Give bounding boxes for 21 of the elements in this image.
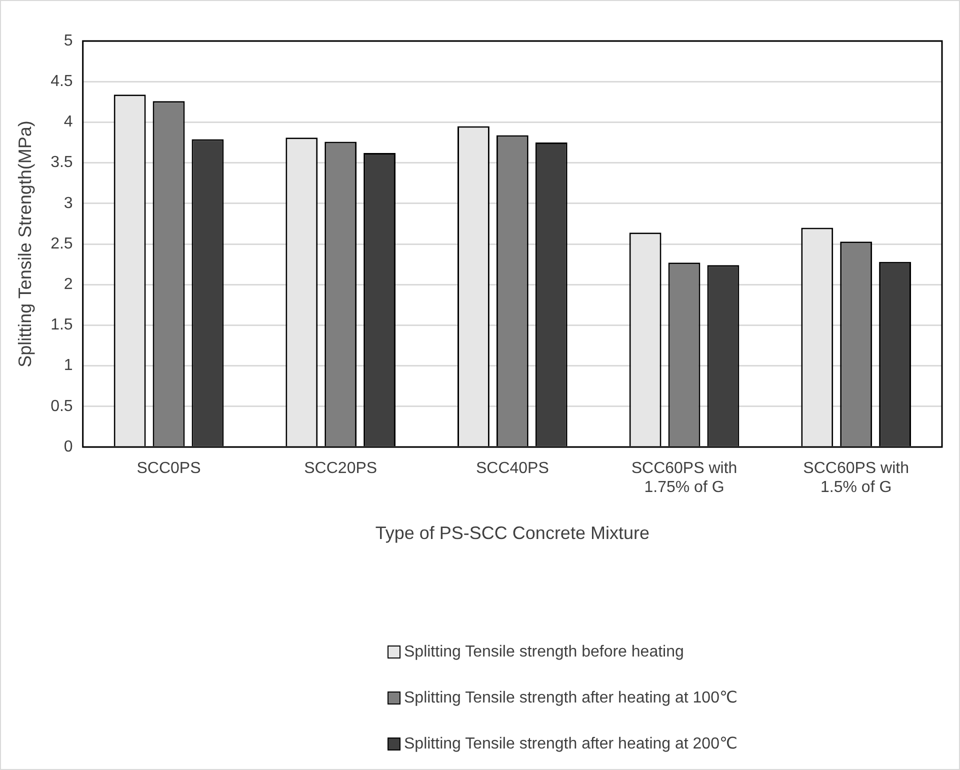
y-tick-label: 3.5 — [50, 154, 73, 172]
y-tick-label: 5 — [64, 32, 73, 50]
y-tick-label: 0.5 — [50, 398, 73, 415]
y-tick-label: 4.5 — [50, 73, 73, 90]
y-tick-label: 2.5 — [50, 235, 73, 252]
x-tick-label: SCC0PS — [136, 460, 201, 478]
y-tick-label: 3 — [64, 194, 73, 212]
legend-label: Splitting Tensile strength after heating at 200℃ — [404, 735, 738, 752]
x-tick-label: SCC20PS — [304, 460, 378, 478]
legend-label: Splitting Tensile strength before heating — [404, 643, 684, 660]
x-tick-label: SCC60PS with 1.75% of G — [631, 460, 738, 496]
y-tick-label: 1 — [64, 357, 73, 374]
y-tick-label: 0 — [64, 438, 73, 456]
legend-label: Splitting Tensile strength after heating at 100℃ — [404, 689, 738, 706]
y-tick-label: 1.5 — [50, 316, 73, 334]
y-tick-label: 2 — [64, 276, 73, 294]
y-axis-title: Splitting Tensile Strength(MPa) — [14, 120, 35, 368]
x-tick-label: SCC40PS — [476, 460, 549, 478]
x-axis-title: Type of PS-SCC Concrete Mixture — [375, 523, 650, 544]
x-tick-label: SCC60PS with 1.5% of G — [803, 460, 909, 496]
y-tick-label: 4 — [64, 114, 73, 131]
